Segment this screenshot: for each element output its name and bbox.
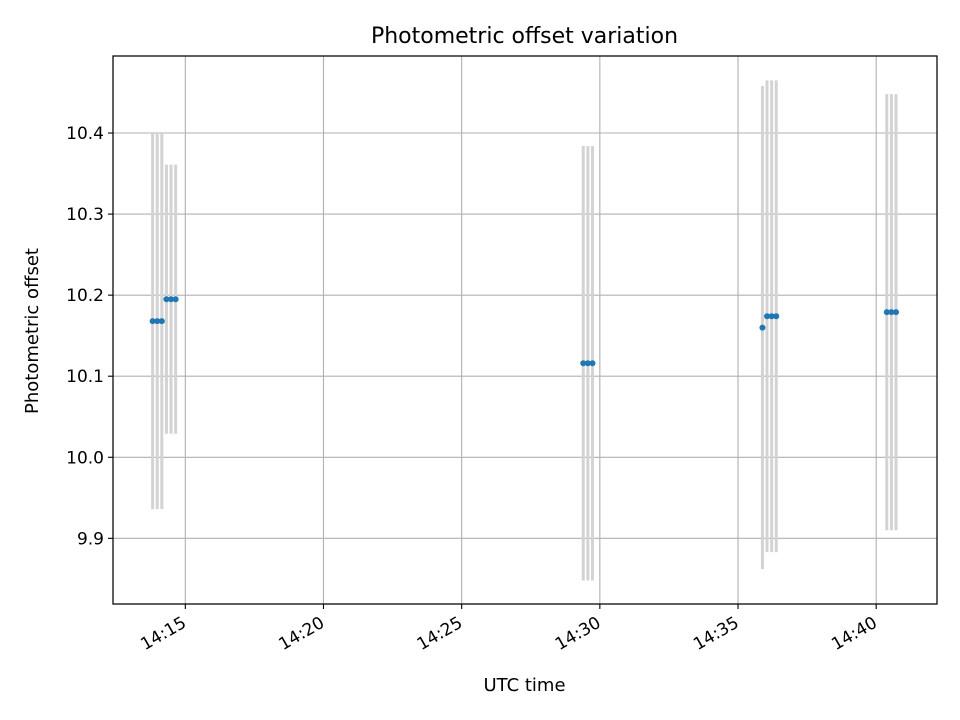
- y-tick-label: 10.0: [66, 448, 104, 468]
- grid-layer: [113, 56, 937, 604]
- data-point: [759, 324, 766, 331]
- data-point: [158, 318, 165, 325]
- data-point: [883, 309, 890, 316]
- y-tick-label: 10.4: [66, 124, 104, 144]
- data-point: [888, 309, 895, 316]
- y-tick-label: 10.1: [66, 367, 104, 387]
- y-tick-label: 9.9: [77, 529, 104, 549]
- data-point: [149, 318, 156, 325]
- y-tick-label: 10.2: [66, 286, 104, 306]
- data-point: [893, 309, 900, 316]
- data-point: [773, 313, 780, 320]
- plot-frame: [112, 55, 938, 605]
- data-point: [154, 318, 161, 325]
- data-point: [168, 296, 175, 303]
- data-point: [584, 360, 591, 367]
- data-point: [764, 313, 771, 320]
- y-axis-label: Photometric offset: [22, 248, 43, 414]
- y-tick-label: 10.3: [66, 205, 104, 225]
- x-axis-label: UTC time: [483, 675, 565, 696]
- chart-title: Photometric offset variation: [371, 24, 678, 49]
- data-point: [589, 360, 596, 367]
- data-point: [768, 313, 775, 320]
- data-point: [163, 296, 170, 303]
- point-layer: [149, 296, 900, 367]
- data-point: [172, 296, 179, 303]
- data-point: [580, 360, 587, 367]
